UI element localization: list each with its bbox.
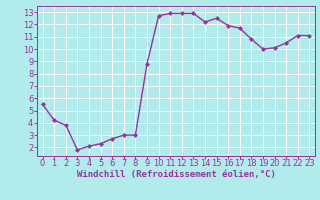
- X-axis label: Windchill (Refroidissement éolien,°C): Windchill (Refroidissement éolien,°C): [76, 170, 276, 179]
